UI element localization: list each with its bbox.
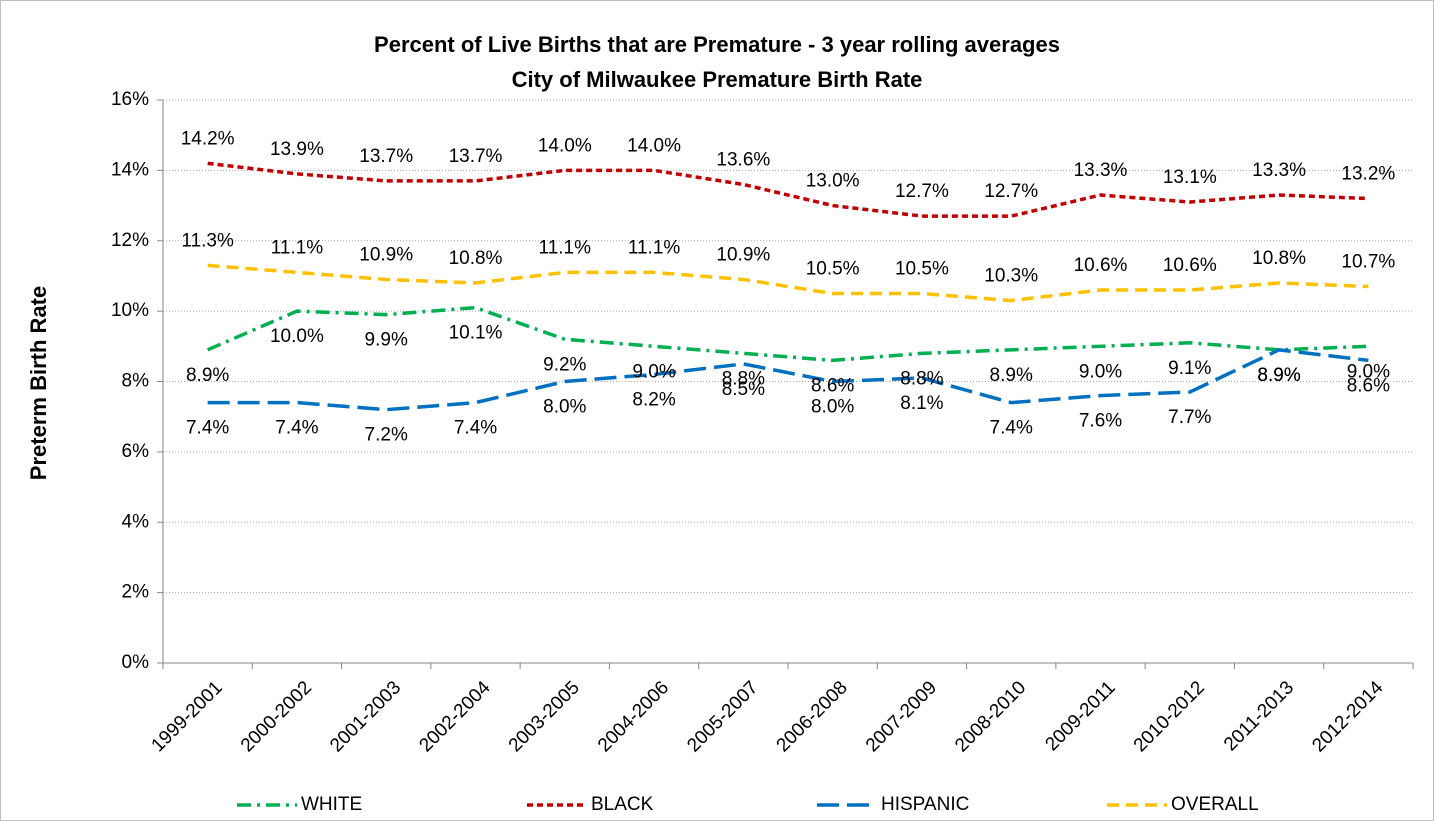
data-label: 14.2% <box>181 128 235 149</box>
data-label: 13.7% <box>449 146 503 167</box>
data-label: 10.5% <box>895 259 949 280</box>
data-label: 8.6% <box>811 375 854 396</box>
series-line <box>207 161 1369 218</box>
y-tick-label: 4% <box>122 511 150 532</box>
data-label: 10.1% <box>449 323 503 344</box>
data-label: 7.4% <box>275 418 318 439</box>
data-label: 8.9% <box>1257 365 1300 386</box>
data-label: 13.6% <box>716 149 770 170</box>
data-label: 11.1% <box>271 237 324 258</box>
data-label: 10.6% <box>1163 255 1217 276</box>
data-label: 8.0% <box>543 397 586 418</box>
data-label: 10.8% <box>1252 248 1306 269</box>
legend-label: WHITE <box>301 794 362 815</box>
y-tick-label: 16% <box>111 89 149 110</box>
chart-subtitle: City of Milwaukee Premature Birth Rate <box>512 67 923 92</box>
data-label: 10.3% <box>984 266 1038 287</box>
data-label: 10.8% <box>449 248 503 269</box>
data-label: 7.4% <box>990 418 1033 439</box>
data-label: 9.1% <box>1168 358 1211 379</box>
data-label: 8.0% <box>811 397 854 418</box>
y-tick-label: 10% <box>111 300 149 321</box>
data-label: 12.7% <box>895 181 949 202</box>
data-label: 7.4% <box>186 418 229 439</box>
data-label: 13.7% <box>359 146 413 167</box>
data-label: 8.9% <box>186 365 229 386</box>
data-label: 9.0% <box>1079 361 1122 382</box>
data-label: 11.1% <box>628 237 681 258</box>
data-label: 11.3% <box>181 230 234 251</box>
data-label: 10.0% <box>270 326 324 347</box>
data-label: 10.9% <box>716 244 770 265</box>
data-label: 7.6% <box>1079 411 1122 432</box>
data-label: 13.9% <box>270 139 324 160</box>
data-label: 9.0% <box>1347 361 1390 382</box>
data-label: 13.2% <box>1341 164 1395 185</box>
data-label: 12.7% <box>984 181 1038 202</box>
data-label: 7.2% <box>365 425 408 446</box>
y-tick-label: 8% <box>122 371 150 392</box>
y-tick-label: 14% <box>111 159 149 180</box>
chart-title: Percent of Live Births that are Prematur… <box>374 32 1060 57</box>
series-line <box>207 348 1369 412</box>
data-label: 9.2% <box>543 354 586 375</box>
data-label: 10.6% <box>1074 255 1128 276</box>
data-label: 10.7% <box>1341 252 1395 273</box>
legend-label: HISPANIC <box>881 794 969 815</box>
data-label: 8.2% <box>632 389 675 410</box>
y-tick-label: 2% <box>122 582 150 603</box>
series-line <box>207 263 1369 303</box>
data-label: 9.0% <box>632 361 675 382</box>
y-tick-label: 0% <box>122 652 150 673</box>
data-label: 8.1% <box>900 393 943 414</box>
data-label: 10.9% <box>359 244 413 265</box>
data-label: 13.3% <box>1252 160 1306 181</box>
legend-label: OVERALL <box>1171 794 1259 815</box>
legend-label: BLACK <box>591 794 654 815</box>
data-label: 8.9% <box>990 365 1033 386</box>
data-label: 14.0% <box>538 135 592 156</box>
data-label: 7.7% <box>1168 407 1211 428</box>
data-label: 8.6% <box>1347 375 1390 396</box>
data-label: 8.8% <box>722 368 765 389</box>
data-label: 8.9% <box>1257 365 1300 386</box>
data-label: 13.0% <box>806 171 860 192</box>
y-axis-label: Preterm Birth Rate <box>26 286 51 480</box>
data-label: 13.3% <box>1074 160 1128 181</box>
data-label: 14.0% <box>627 135 681 156</box>
data-label: 10.5% <box>806 259 860 280</box>
data-label: 11.1% <box>539 237 592 258</box>
data-label: 8.5% <box>722 379 765 400</box>
data-label: 13.1% <box>1163 167 1217 188</box>
data-label: 7.4% <box>454 418 497 439</box>
y-tick-label: 6% <box>122 441 150 462</box>
data-label: 9.9% <box>365 330 408 351</box>
data-label: 8.8% <box>900 368 943 389</box>
y-tick-label: 12% <box>111 230 149 251</box>
